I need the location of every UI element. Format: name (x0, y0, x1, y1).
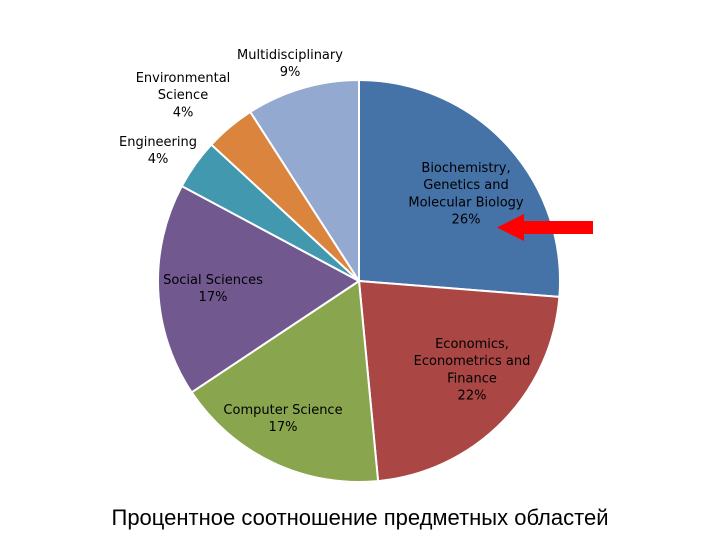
chart-caption: Процентное соотношение предметных област… (111, 505, 609, 530)
slice-name-label: Social Sciences (163, 273, 263, 288)
slice-label: Environmental Science 4% (136, 71, 231, 120)
pie-slice (157, 184, 361, 394)
slice-labels: Biochemistry, Genetics and Molecular Biolo… (119, 48, 530, 435)
slice-value-label: 4% (148, 152, 169, 167)
highlight-arrow (497, 214, 593, 241)
slice-name-label: Molecular Biology (408, 195, 524, 210)
slice-value-label: 9% (280, 65, 301, 80)
slice-label: Engineering 4% (119, 135, 197, 167)
slice-value-label: 26% (452, 213, 481, 228)
pie-slice (190, 279, 380, 483)
slice-label: Social Sciences 17% (163, 273, 263, 305)
slice-name-label: Computer Science (223, 403, 342, 418)
pie-slices (157, 78, 561, 483)
slice-value-label: 17% (199, 290, 228, 305)
slice-label: Biochemistry, Genetics and Molecular Biolo… (408, 161, 524, 228)
slice-value-label: 22% (458, 389, 487, 404)
slice-name-label: Finance (447, 371, 497, 386)
slice-name-label: Economics, (435, 337, 509, 352)
slice-label: Multidisciplinary 9% (237, 48, 343, 80)
pie-slice (357, 279, 561, 483)
slice-name-label: Environmental (136, 71, 231, 86)
slice-name-label: Econometrics and (414, 354, 531, 369)
slice-label: Computer Science 17% (223, 403, 342, 435)
slice-name-label: Multidisciplinary (237, 48, 343, 63)
slice-name-label: Engineering (119, 135, 197, 150)
slice-name-label: Genetics and (423, 178, 509, 193)
slice-name-label: Biochemistry, (421, 161, 510, 176)
pie-slice (358, 78, 561, 299)
pie-slice (248, 78, 360, 285)
slice-label: Economics, Econometrics and Finance 22% (414, 337, 531, 404)
slice-name-label: Science (158, 88, 208, 103)
slice-value-label: 4% (173, 105, 194, 120)
slice-value-label: 17% (269, 420, 298, 435)
